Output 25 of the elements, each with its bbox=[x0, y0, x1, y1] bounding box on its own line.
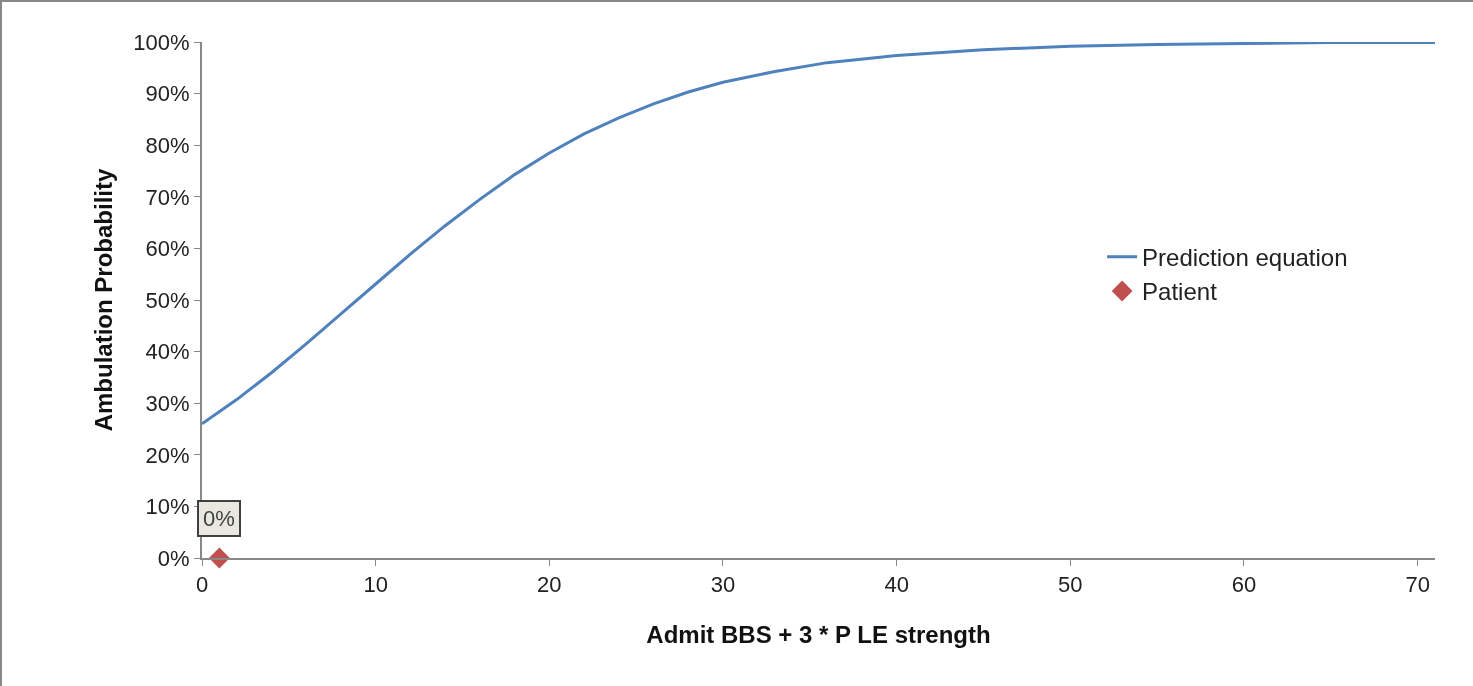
legend-label: Prediction equation bbox=[1142, 244, 1348, 272]
y-tick-label: 60% bbox=[145, 236, 190, 262]
y-tick-label: 100% bbox=[133, 29, 190, 55]
y-tick-label: 20% bbox=[145, 442, 190, 468]
x-axis-title: Admit BBS + 3 * P LE strength bbox=[646, 621, 991, 649]
y-tick-label: 90% bbox=[145, 81, 190, 107]
legend-label: Patient bbox=[1142, 278, 1218, 306]
y-tick-label: 0% bbox=[157, 545, 190, 571]
y-tick-label: 50% bbox=[145, 287, 190, 313]
y-tick-label: 40% bbox=[145, 339, 190, 365]
data-label: 0% bbox=[203, 506, 235, 531]
x-tick-label: 70 bbox=[1405, 572, 1430, 598]
y-tick-label: 10% bbox=[145, 494, 190, 520]
x-tick-label: 40 bbox=[884, 572, 909, 598]
y-axis-title: Ambulation Probability bbox=[89, 168, 117, 432]
x-tick-label: 60 bbox=[1231, 572, 1257, 598]
y-tick-label: 70% bbox=[145, 184, 190, 210]
line-series bbox=[202, 42, 1435, 426]
y-tick-label: 30% bbox=[145, 390, 190, 416]
x-tick-label: 30 bbox=[710, 572, 736, 598]
x-tick-label: 0 bbox=[195, 572, 209, 598]
y-tick-label: 80% bbox=[145, 132, 190, 158]
x-tick-label: 10 bbox=[363, 572, 388, 598]
x-tick-label: 20 bbox=[537, 572, 562, 598]
x-tick-label: 50 bbox=[1058, 572, 1083, 598]
